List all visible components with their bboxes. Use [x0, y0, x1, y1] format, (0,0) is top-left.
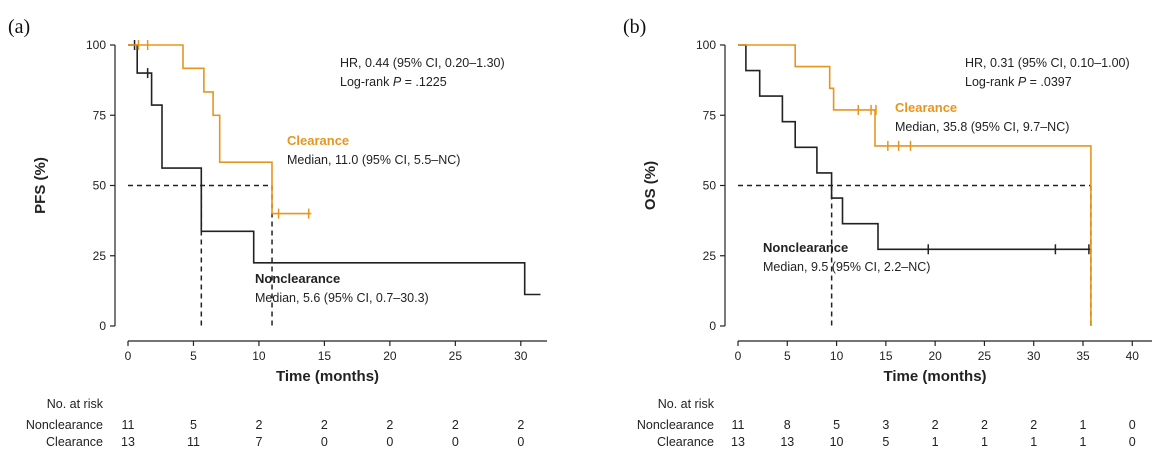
y-tick-label: 25: [703, 249, 717, 263]
y-tick-label: 0: [99, 319, 106, 333]
x-axis-title: Time (months): [883, 368, 986, 385]
risk-row-label: Nonclearance: [26, 418, 103, 432]
panel-label: (a): [8, 16, 30, 38]
x-tick-label: 40: [1126, 349, 1140, 363]
risk-count: 8: [784, 418, 791, 432]
logrank-p-symbol: P: [1018, 75, 1027, 89]
risk-count: 5: [833, 418, 840, 432]
nonclearance-median-text: Median, 5.6 (95% CI, 0.7–30.3): [255, 291, 429, 305]
risk-count: 2: [932, 418, 939, 432]
x-tick-label: 0: [735, 349, 742, 363]
risk-count: 2: [321, 418, 328, 432]
x-tick-label: 15: [318, 349, 332, 363]
y-tick-label: 100: [86, 38, 106, 52]
logrank-value: = .0397: [1026, 75, 1072, 89]
x-tick-label: 10: [830, 349, 844, 363]
risk-count: 0: [1129, 418, 1136, 432]
risk-count: 1: [1030, 435, 1037, 449]
x-tick-label: 25: [449, 349, 463, 363]
y-tick-label: 75: [93, 108, 107, 122]
risk-count: 0: [452, 435, 459, 449]
km-curve-clearance: [128, 44, 312, 215]
x-tick-label: 5: [190, 349, 197, 363]
logrank-value: = .1225: [401, 75, 447, 89]
risk-count: 1: [981, 435, 988, 449]
hazard-ratio-text: HR, 0.31 (95% CI, 0.10–1.00): [965, 56, 1130, 70]
risk-count: 3: [882, 418, 889, 432]
y-tick-label: 50: [93, 179, 107, 193]
x-tick-label: 35: [1076, 349, 1090, 363]
risk-table-title: No. at risk: [47, 397, 104, 411]
y-axis-title: PFS (%): [32, 157, 49, 214]
hazard-ratio-text: HR, 0.44 (95% CI, 0.20–1.30): [340, 56, 505, 70]
risk-count: 2: [517, 418, 524, 432]
nonclearance-label: Nonclearance: [763, 240, 848, 255]
logrank-prefix: Log-rank: [965, 75, 1018, 89]
y-tick-label: 25: [93, 249, 107, 263]
logrank-prefix: Log-rank: [340, 75, 393, 89]
risk-count: 11: [187, 435, 200, 449]
risk-count: 13: [121, 435, 135, 449]
risk-count: 1: [1080, 435, 1087, 449]
km-curve-nonclearance: [738, 44, 1091, 251]
x-tick-label: 15: [879, 349, 893, 363]
x-tick-label: 20: [928, 349, 942, 363]
risk-count: 0: [517, 435, 524, 449]
risk-count: 2: [452, 418, 459, 432]
logrank-text: Log-rank P = .0397: [965, 75, 1072, 89]
panel-label: (b): [623, 16, 646, 38]
risk-count: 7: [255, 435, 262, 449]
clearance-label: Clearance: [287, 133, 349, 148]
risk-count: 2: [981, 418, 988, 432]
risk-count: 2: [386, 418, 393, 432]
x-tick-label: 25: [978, 349, 992, 363]
risk-row-label: Nonclearance: [637, 418, 714, 432]
logrank-p-symbol: P: [393, 75, 402, 89]
km-curve-clearance: [738, 44, 1092, 326]
risk-row-label: Clearance: [657, 435, 714, 449]
risk-count: 0: [1129, 435, 1136, 449]
clearance-median-text: Median, 11.0 (95% CI, 5.5–NC): [287, 153, 460, 167]
x-tick-label: 30: [1027, 349, 1041, 363]
x-tick-label: 20: [383, 349, 397, 363]
risk-count: 1: [932, 435, 939, 449]
y-axis-title: OS (%): [642, 161, 659, 210]
risk-count: 11: [122, 418, 135, 432]
y-tick-label: 75: [703, 108, 717, 122]
risk-table-title: No. at risk: [658, 397, 715, 411]
logrank-text: Log-rank P = .1225: [340, 75, 447, 89]
risk-count: 5: [190, 418, 197, 432]
risk-count: 10: [830, 435, 844, 449]
risk-count: 0: [386, 435, 393, 449]
x-tick-label: 30: [514, 349, 528, 363]
risk-count: 13: [731, 435, 745, 449]
risk-count: 0: [321, 435, 328, 449]
x-tick-label: 0: [125, 349, 132, 363]
nonclearance-label: Nonclearance: [255, 271, 340, 286]
x-axis-title: Time (months): [276, 368, 379, 385]
x-tick-label: 5: [784, 349, 791, 363]
y-tick-label: 50: [703, 179, 717, 193]
clearance-label: Clearance: [895, 100, 957, 115]
clearance-median-text: Median, 35.8 (95% CI, 9.7–NC): [895, 120, 1069, 134]
y-tick-label: 100: [696, 38, 716, 52]
risk-count: 2: [1030, 418, 1037, 432]
risk-count: 11: [732, 418, 745, 432]
x-tick-label: 10: [252, 349, 266, 363]
risk-count: 2: [255, 418, 262, 432]
risk-row-label: Clearance: [46, 435, 103, 449]
risk-count: 1: [1080, 418, 1087, 432]
y-tick-label: 0: [709, 319, 716, 333]
nonclearance-median-text: Median, 9.5 (95% CI, 2.2–NC): [763, 260, 930, 274]
km-curve-nonclearance: [128, 44, 541, 296]
risk-count: 5: [882, 435, 889, 449]
risk-count: 13: [780, 435, 794, 449]
